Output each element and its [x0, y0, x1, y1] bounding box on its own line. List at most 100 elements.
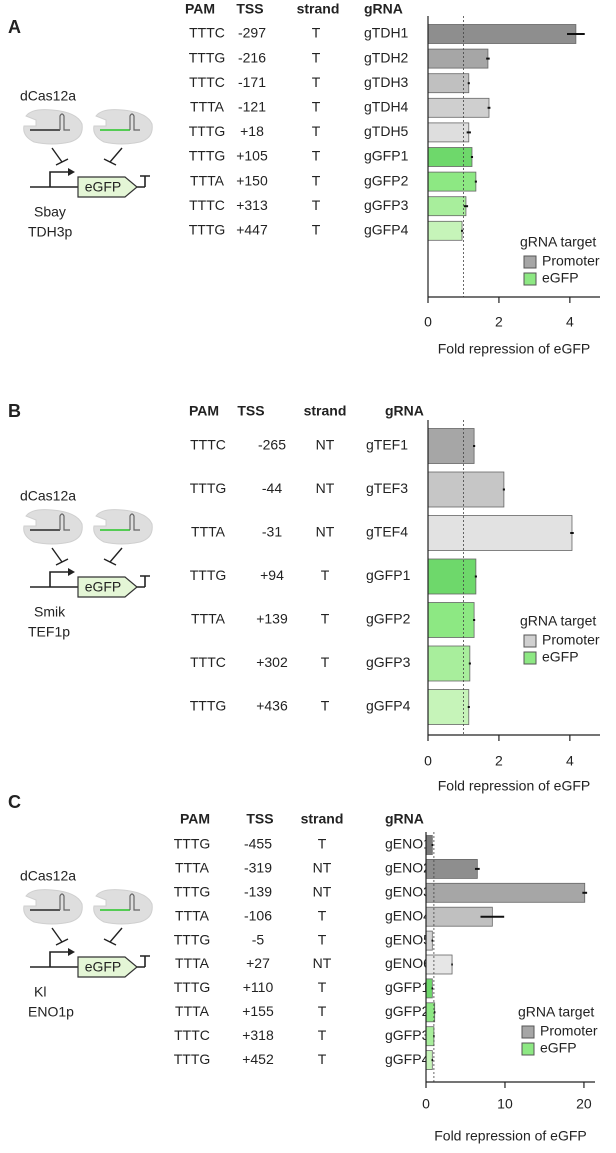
promoter-label: Sbay — [34, 204, 66, 220]
table-cell: TTTA — [175, 1003, 210, 1019]
table-cell: NT — [316, 524, 335, 540]
bar — [425, 978, 433, 999]
table-cell: -44 — [262, 480, 282, 496]
column-header: PAM — [180, 811, 210, 827]
gene-label: eGFP — [85, 579, 122, 595]
promoter-label: ENO1p — [28, 1004, 74, 1020]
bar — [427, 689, 470, 725]
table-cell: -31 — [262, 524, 282, 540]
grna-label: gENO5 — [385, 931, 431, 947]
schematic: dCas12a eGFP Kl ENO1p — [20, 868, 153, 1020]
table-cell: TTTG — [174, 1051, 211, 1067]
gene-box — [77, 956, 138, 978]
table-cell: T — [321, 567, 330, 583]
dcas12a-icon — [93, 889, 153, 925]
column-header: PAM — [185, 1, 215, 17]
x-tick-label: 2 — [495, 314, 503, 330]
panel-letter: B — [8, 401, 21, 421]
dcas12a-icon — [93, 509, 153, 545]
table-cell: T — [318, 931, 327, 947]
protein-shape — [93, 509, 153, 545]
column-header: PAM — [189, 403, 219, 419]
table-cell: TTTC — [174, 1027, 210, 1043]
grna-label: gENO3 — [385, 884, 431, 900]
protein-shape — [23, 109, 83, 145]
table-cell: -106 — [244, 907, 272, 923]
protein-shape — [93, 109, 153, 145]
table-cell: T — [318, 836, 327, 852]
legend-swatch — [523, 634, 537, 648]
promoter-label: TDH3p — [28, 224, 73, 240]
table-cell: TTTG — [174, 884, 211, 900]
bar — [427, 558, 477, 595]
gene-box — [77, 176, 138, 198]
column-header: TSS — [236, 1, 263, 17]
grna-label: gENO1 — [385, 836, 431, 852]
table-cell: NT — [316, 480, 335, 496]
crrna-hairpin — [59, 513, 70, 531]
gene-box — [77, 576, 138, 598]
table-cell: T — [312, 99, 321, 115]
grna-label: gGFP4 — [366, 698, 411, 714]
table-cell: -171 — [238, 74, 266, 90]
table-cell: -216 — [238, 49, 266, 65]
x-tick-label: 0 — [424, 753, 432, 769]
bar — [425, 954, 453, 975]
x-axis-label: Fold repression of eGFP — [438, 341, 591, 357]
column-header: gRNA — [385, 811, 424, 827]
bar — [427, 645, 471, 682]
table-cell: TTTG — [190, 567, 227, 583]
legend-title: gRNA target — [518, 1004, 594, 1020]
legend-label: Promoter — [542, 632, 600, 648]
promoter-label: TEF1p — [28, 624, 70, 640]
table-cell: T — [312, 222, 321, 238]
grna-label: gTDH1 — [364, 25, 409, 41]
table-cell: -319 — [244, 860, 272, 876]
gene-label: eGFP — [85, 959, 122, 975]
protein-label: dCas12a — [20, 488, 76, 504]
table-cell: NT — [316, 437, 335, 453]
table-cell: TTTG — [190, 698, 227, 714]
table-cell: TTTG — [174, 979, 211, 995]
grna-label: gENO4 — [385, 907, 431, 923]
inhibit-arrow — [103, 547, 123, 566]
promoter-arrow — [49, 571, 68, 587]
table-cell: +105 — [236, 148, 268, 164]
dcas12a-icon — [93, 109, 153, 145]
protein-shape — [23, 889, 83, 925]
table-cell: T — [312, 25, 321, 41]
legend-swatch — [523, 651, 537, 665]
x-axis-label: Fold repression of eGFP — [434, 1128, 587, 1144]
table-cell: -297 — [238, 25, 266, 41]
table-cell: T — [321, 698, 330, 714]
table-cell: +110 — [243, 979, 274, 995]
table-cell: TTTG — [190, 480, 227, 496]
grna-label: gENO6 — [385, 955, 431, 971]
table-cell: TTTA — [190, 172, 225, 188]
table-cell: T — [312, 148, 321, 164]
x-tick-label: 20 — [576, 1096, 592, 1112]
x-tick-label: 2 — [495, 753, 503, 769]
grna-label: gGFP2 — [385, 1003, 430, 1019]
grna-label: gGFP4 — [364, 222, 409, 238]
table-cell: +318 — [242, 1027, 274, 1043]
inhibit-arrow — [51, 147, 69, 166]
table-cell: TTTG — [189, 222, 226, 238]
table-cell: +436 — [256, 698, 288, 714]
table-cell: -5 — [252, 931, 265, 947]
inhibit-arrow — [51, 927, 69, 946]
gene-label: eGFP — [85, 179, 122, 195]
table-cell: +18 — [240, 123, 264, 139]
legend-swatch — [523, 272, 537, 286]
bar — [425, 1002, 436, 1023]
schematic: dCas12a eGFP Smik TEF1p — [20, 488, 153, 640]
arrow-head — [68, 568, 75, 576]
table-cell: T — [312, 74, 321, 90]
bar — [427, 171, 477, 192]
column-header: TSS — [246, 811, 273, 827]
dcas12a-icon — [23, 889, 83, 925]
grna-label: gTDH4 — [364, 99, 409, 115]
table-cell: +155 — [242, 1003, 274, 1019]
grna-label: gTDH5 — [364, 123, 409, 139]
bar — [427, 24, 577, 44]
